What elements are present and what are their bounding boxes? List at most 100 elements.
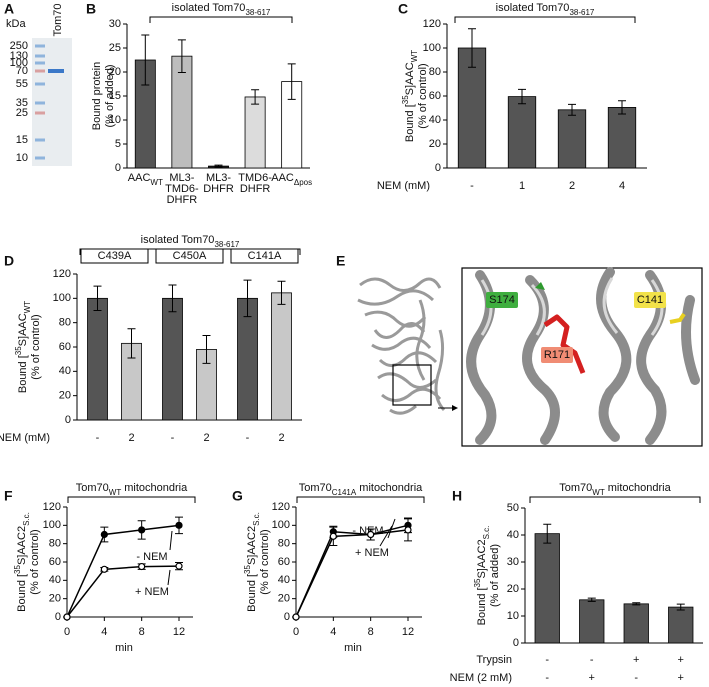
- y-tick-label: 25: [109, 42, 121, 54]
- y-axis-label: Bound [35S]AAC2S.c.: [243, 512, 261, 612]
- x-tick-label: -: [96, 432, 100, 444]
- x-tick-label: TMD6-: [238, 172, 272, 184]
- y-tick-label: 120: [53, 268, 71, 280]
- y-tick-label: 100: [272, 519, 290, 531]
- label-pointer: [387, 518, 396, 539]
- bar: [579, 599, 605, 644]
- error-bar: [277, 280, 286, 305]
- x-tick-label: +: [633, 654, 639, 666]
- text-part: AAC: [128, 172, 151, 184]
- x-tick-label: -: [246, 432, 250, 444]
- x-tick-label: 1: [519, 180, 525, 192]
- group-label: C450A: [173, 250, 207, 262]
- group-box: [230, 248, 299, 264]
- text-part: WT: [109, 488, 122, 497]
- marker-label: 10: [16, 152, 28, 164]
- x-tick-label: +: [589, 672, 595, 684]
- bar: [623, 603, 649, 644]
- y-axis-label: Bound [35S]AACWT: [401, 50, 419, 142]
- x-axis-label: min: [115, 642, 133, 654]
- y-axis-label: (% of added): [104, 65, 116, 128]
- x-tick-label: 8: [139, 626, 145, 638]
- text-part: Δpos: [294, 178, 312, 187]
- text-part: Bound [: [404, 104, 416, 142]
- arrowhead: [452, 405, 458, 411]
- text-part: WT: [23, 301, 32, 314]
- error-bar: [618, 100, 626, 115]
- x-tick-label: 12: [173, 626, 185, 638]
- x-tick-label: 2: [128, 432, 134, 444]
- x-tick-label: 12: [402, 626, 414, 638]
- y-tick-label: 0: [115, 162, 121, 174]
- s174-sticks: [535, 282, 545, 290]
- series-label: - NEM: [136, 551, 167, 563]
- text-part: mitochondria: [605, 482, 672, 494]
- row-label: NEM (2 mM): [450, 672, 512, 684]
- y-tick-label: 40: [429, 114, 441, 126]
- marker-label: 55: [16, 78, 28, 90]
- panel-label: H: [452, 488, 462, 504]
- text-part: S]AAC: [404, 62, 416, 95]
- bracket-label: isolated Tom7038-617: [141, 234, 240, 249]
- x-tick-label: 4: [330, 626, 336, 638]
- series-label: + NEM: [355, 547, 389, 559]
- marker: [404, 526, 412, 534]
- x-tick-label: -: [634, 672, 638, 684]
- marker-band: [35, 138, 45, 142]
- y-tick-label: 0: [65, 414, 71, 426]
- group-label: C439A: [98, 250, 132, 262]
- y-tick-label: 30: [109, 18, 121, 30]
- x-tick-label: ML3-: [169, 172, 194, 184]
- x-tick-label: 2: [203, 432, 209, 444]
- text-part: Tom70: [559, 482, 592, 494]
- y-tick-label: 40: [507, 529, 519, 541]
- y-tick-label: 80: [49, 538, 61, 550]
- y-tick-label: 40: [59, 365, 71, 377]
- marker-band: [35, 156, 45, 160]
- text-part: 38-617: [245, 8, 270, 17]
- y-tick-label: 100: [423, 42, 441, 54]
- marker-band: [35, 101, 45, 105]
- text-part: WT: [150, 178, 163, 187]
- label-pointer: [169, 530, 173, 551]
- panel-label: F: [4, 488, 13, 504]
- marker: [100, 565, 108, 573]
- group-box: [155, 248, 224, 264]
- text-part: 35: [401, 95, 410, 104]
- error-bar: [468, 28, 476, 68]
- text-part: S.c.: [482, 526, 491, 540]
- x-tick-label: -: [470, 180, 474, 192]
- error-bar: [543, 523, 552, 544]
- y-tick-label: 80: [59, 317, 71, 329]
- group-box: [80, 248, 149, 264]
- text-part: S.c.: [252, 512, 261, 526]
- error-bar: [177, 39, 186, 73]
- marker: [138, 526, 146, 534]
- x-tick-label: 8: [368, 626, 374, 638]
- text-part: AAC: [271, 172, 294, 184]
- panel-label: E: [336, 253, 345, 269]
- y-tick-label: 10: [507, 610, 519, 622]
- y-axis-label: (% of control): [29, 529, 41, 594]
- y-axis-label: Bound protein: [91, 62, 103, 131]
- error-bar: [214, 164, 223, 168]
- text-part: S]AAC: [17, 313, 29, 346]
- x-tick-label: 2: [278, 432, 284, 444]
- y-axis-label: (% of control): [30, 314, 42, 379]
- x-tick-label: AACWT: [128, 172, 163, 187]
- text-part: mitochondria: [121, 482, 188, 494]
- lane-label: Tom70: [52, 3, 64, 36]
- y-tick-label: 30: [507, 556, 519, 568]
- bar: [244, 96, 266, 169]
- y-axis-label: Bound [35S]AACWT: [14, 301, 32, 393]
- y-tick-label: 20: [278, 593, 290, 605]
- y-tick-label: 80: [429, 66, 441, 78]
- bracket: [296, 496, 425, 503]
- marker-label: 15: [16, 134, 28, 146]
- y-tick-label: 20: [59, 390, 71, 402]
- y-tick-label: 100: [53, 292, 71, 304]
- x-tick-label: DHFR: [203, 183, 234, 195]
- text-part: S]AAC2: [476, 539, 488, 578]
- y-tick-label: 10: [109, 114, 121, 126]
